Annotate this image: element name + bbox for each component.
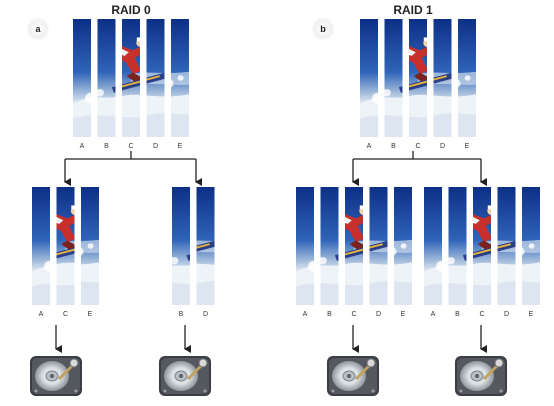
strip-label-b: B xyxy=(391,143,396,150)
panel-badge xyxy=(25,16,51,42)
strip-label-d: D xyxy=(153,143,158,150)
strip-label-c: C xyxy=(479,311,484,318)
panel-raid1: b RAID 1 A B C D E A B C D E A B C D E xyxy=(296,3,540,397)
strip-label-d: D xyxy=(376,311,381,318)
strip-label-e: E xyxy=(465,143,470,150)
strip-label-c: C xyxy=(128,143,133,150)
photo-strip-c xyxy=(56,187,75,305)
strip-label-d: D xyxy=(504,311,509,318)
panel-badge-label: b xyxy=(320,24,326,34)
hard-drive-icon xyxy=(29,355,83,397)
strip-label-e: E xyxy=(401,311,406,318)
strip-label-d: D xyxy=(203,311,208,318)
strip-label-e: E xyxy=(529,311,534,318)
panel-badge-label: a xyxy=(35,24,41,34)
strip-label-a: A xyxy=(303,311,308,318)
strip-label-b: B xyxy=(104,143,109,150)
strip-label-e: E xyxy=(178,143,183,150)
drive-1-1-strips: A B C D E xyxy=(424,187,540,318)
panel-title: RAID 1 xyxy=(393,3,433,17)
strip-label-b: B xyxy=(179,311,184,318)
source-0-strips: A B C D E xyxy=(73,19,189,150)
strip-label-c: C xyxy=(415,143,420,150)
hard-drive-icon xyxy=(326,355,380,397)
hard-drive-icon xyxy=(158,355,212,397)
hard-drive-icon xyxy=(454,355,508,397)
source-1-strips: A B C D E xyxy=(360,19,476,150)
strip-label-a: A xyxy=(367,143,372,150)
strip-label-d: D xyxy=(440,143,445,150)
panel-title: RAID 0 xyxy=(111,3,151,17)
strip-label-a: A xyxy=(39,311,44,318)
strip-label-b: B xyxy=(455,311,460,318)
photo-strip-e xyxy=(81,187,99,305)
panel-badge xyxy=(310,16,336,42)
strip-label-a: A xyxy=(80,143,85,150)
strip-label-a: A xyxy=(431,311,436,318)
strip-label-e: E xyxy=(88,311,93,318)
strip-label-c: C xyxy=(63,311,68,318)
strip-label-b: B xyxy=(327,311,332,318)
strip-label-c: C xyxy=(351,311,356,318)
drive-1-0-strips: A B C D E xyxy=(296,187,412,318)
